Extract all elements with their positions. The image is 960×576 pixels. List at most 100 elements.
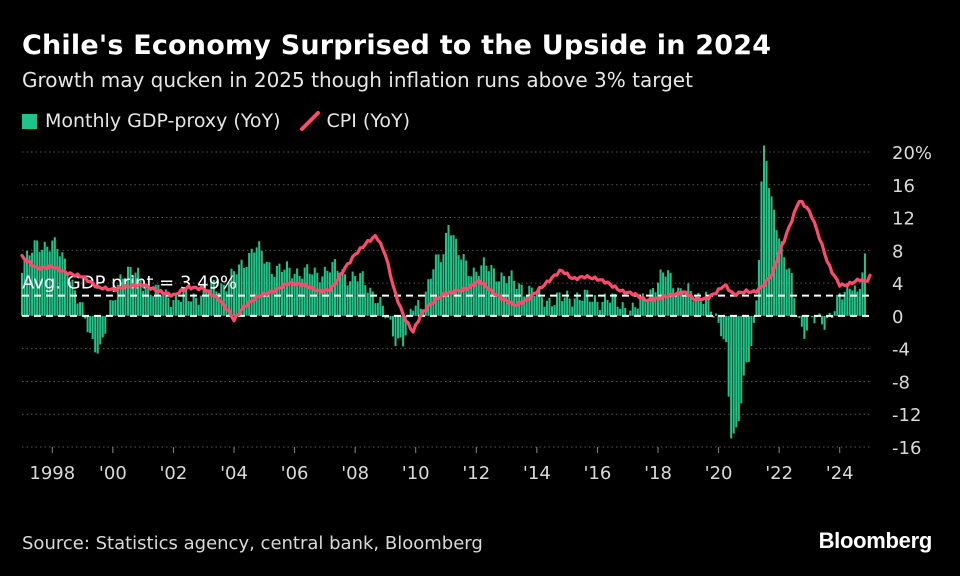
gdp-bar <box>376 302 379 316</box>
gdp-bar <box>159 295 162 316</box>
gdp-bar <box>588 301 591 316</box>
legend-gdp-label: Monthly GDP-proxy (YoY) <box>45 110 281 132</box>
gdp-bar <box>735 315 738 428</box>
gdp-bar <box>800 315 803 327</box>
gdp-bar <box>263 263 266 316</box>
gdp-bar <box>768 188 771 316</box>
gdp-bar <box>485 265 488 316</box>
gdp-bar <box>253 252 256 316</box>
gdp-bar <box>525 296 528 316</box>
gdp-bar <box>434 254 437 316</box>
gdp-bar <box>699 301 702 316</box>
gdp-bar <box>61 252 64 316</box>
gdp-bar <box>545 300 548 316</box>
gdp-bar <box>288 267 291 316</box>
gdp-bar <box>659 269 662 316</box>
gdp-bar <box>712 315 715 318</box>
gdp-bar <box>79 302 82 316</box>
gdp-bar <box>202 284 205 316</box>
gdp-bar <box>397 315 400 339</box>
y-tick-label: -12 <box>892 405 921 426</box>
legend-gdp-swatch <box>22 113 37 129</box>
gdp-bar <box>71 279 74 316</box>
gdp-bar <box>139 279 142 316</box>
gdp-bar <box>48 251 51 316</box>
gdp-bar <box>222 284 225 316</box>
gdp-bar <box>644 302 647 316</box>
gdp-bar <box>182 291 185 316</box>
gdp-bar <box>328 272 331 316</box>
gdp-bar <box>23 259 26 316</box>
gdp-bar <box>601 301 604 316</box>
source-note: Source: Statistics agency, central bank,… <box>22 533 483 554</box>
gdp-bar <box>33 240 36 316</box>
gdp-bar <box>838 293 841 316</box>
gdp-bar <box>856 291 859 316</box>
gdp-bar <box>109 299 112 316</box>
gdp-bar <box>518 283 521 316</box>
gdp-bar <box>121 278 124 316</box>
gdp-bar <box>543 306 546 316</box>
gdp-bar <box>154 284 157 316</box>
gdp-bar <box>369 287 372 316</box>
gdp-bar <box>402 315 405 347</box>
gdp-bar <box>94 315 97 353</box>
gdp-bar <box>389 315 392 320</box>
gdp-bar <box>364 285 367 316</box>
gdp-bar <box>359 273 362 316</box>
gdp-bar <box>548 297 551 316</box>
gdp-bar <box>427 279 430 316</box>
gdp-bar <box>576 292 579 316</box>
x-tick-label: '18 <box>644 463 672 484</box>
gdp-bar <box>270 273 273 316</box>
gdp-bar <box>391 315 395 337</box>
gdp-bar <box>63 258 66 316</box>
gdp-bar <box>240 259 243 316</box>
gdp-bar <box>349 281 352 316</box>
gdp-bar <box>636 308 639 316</box>
gdp-bar <box>371 291 374 316</box>
gdp-bar <box>634 307 637 316</box>
gdp-bar <box>709 311 713 316</box>
gdp-bar <box>20 272 24 316</box>
gdp-bar <box>285 261 289 316</box>
x-tick-label: '10 <box>402 463 430 484</box>
gdp-bar <box>306 264 309 316</box>
gdp-bar <box>649 289 652 316</box>
gdp-bar <box>260 251 263 316</box>
gdp-bar <box>752 315 755 323</box>
gdp-bar <box>679 288 682 316</box>
gdp-bar <box>609 302 612 316</box>
gdp-bar <box>472 267 475 316</box>
gdp-bar <box>220 283 223 316</box>
gdp-bar <box>235 274 238 316</box>
gdp-bar <box>487 271 490 316</box>
gdp-bar <box>351 271 354 316</box>
gdp-bar <box>730 315 733 439</box>
gdp-bar <box>629 310 632 316</box>
gdp-bar <box>523 296 526 316</box>
gdp-bar <box>775 230 778 316</box>
gdp-bar <box>41 249 44 316</box>
gdp-bar <box>747 315 750 363</box>
gdp-bar <box>99 315 102 345</box>
x-tick-label: '04 <box>220 463 248 484</box>
gdp-bar <box>58 256 61 316</box>
gdp-bar <box>704 291 707 316</box>
gdp-bar <box>550 306 554 316</box>
gdp-bar <box>134 272 137 316</box>
gdp-bar <box>293 273 296 316</box>
gdp-bar <box>280 271 283 316</box>
gdp-bar <box>26 250 29 316</box>
gdp-bar <box>583 289 586 316</box>
gdp-bar <box>480 265 483 316</box>
gdp-bar <box>482 257 485 316</box>
gdp-bar <box>510 270 513 316</box>
gdp-bar <box>31 252 34 316</box>
gdp-bar <box>144 286 147 316</box>
gdp-bar <box>308 273 311 316</box>
gdp-bar <box>167 297 170 316</box>
gdp-bar <box>265 261 268 316</box>
gdp-bar <box>455 238 458 316</box>
gdp-bar <box>124 278 127 316</box>
